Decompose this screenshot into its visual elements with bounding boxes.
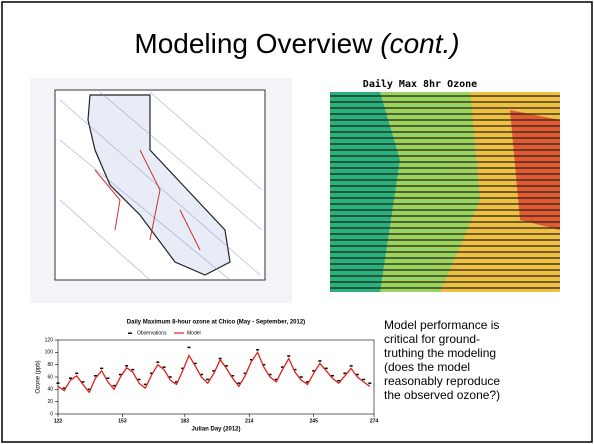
slide-canvas: Modeling Overview (cont.) Daily Max 8hr … (0, 0, 594, 444)
body-line: reasonably reproduce (384, 374, 500, 388)
observation-marker (138, 379, 141, 381)
x-tick-label: 245 (310, 418, 319, 424)
y-axis-label: Ozone (ppb) (36, 360, 42, 393)
x-tick-label: 214 (245, 418, 254, 424)
body-line: (does the model (384, 360, 470, 374)
observation-marker (350, 365, 353, 367)
observation-marker (206, 379, 209, 381)
x-tick-label: 153 (118, 418, 127, 424)
observation-marker (163, 366, 166, 368)
observation-marker (156, 361, 159, 363)
observation-marker (125, 365, 128, 367)
observation-marker (368, 382, 371, 384)
ozone-map-caption: Daily Max 8hr Ozone (363, 78, 477, 90)
observation-marker (318, 360, 321, 362)
ozone-map: Daily Max 8hr Ozone (330, 78, 560, 292)
x-tick-label: 274 (370, 418, 379, 424)
y-tick-label: 20 (47, 399, 53, 405)
x-tick-label: 183 (181, 418, 190, 424)
chart-title: Daily Maximum 8-hour ozone at Chico (May… (127, 320, 305, 326)
observation-marker (287, 355, 290, 357)
x-tick-label: 122 (54, 418, 63, 424)
y-tick-label: 120 (45, 337, 54, 343)
title-main: Modeling Overview (134, 28, 373, 59)
slide: Modeling Overview (cont.) Daily Max 8hr … (0, 0, 594, 444)
legend-swatch (128, 333, 132, 335)
body-line: critical for ground- (384, 332, 480, 346)
observation-marker (300, 376, 303, 378)
body-line: the observed ozone?) (384, 388, 500, 402)
observation-marker (100, 368, 103, 370)
legend-label: Model (187, 330, 201, 336)
legend-label: Observations (137, 330, 167, 336)
x-axis-label: Julian Day (2012) (191, 427, 240, 433)
observation-marker (57, 382, 60, 384)
y-tick-label: 0 (50, 411, 53, 417)
body-line: Model performance is (384, 318, 499, 332)
body-line: truthing the modeling (384, 346, 496, 360)
observation-marker (187, 347, 190, 349)
y-tick-label: 100 (45, 350, 54, 356)
slide-title: Modeling Overview (cont.) (134, 28, 459, 59)
observation-marker (75, 373, 78, 375)
wind-map (30, 78, 292, 303)
observation-marker (362, 379, 365, 381)
y-tick-label: 60 (47, 374, 53, 380)
y-tick-label: 40 (47, 387, 53, 393)
observation-marker (131, 369, 134, 371)
y-tick-label: 80 (47, 362, 53, 368)
observation-marker (256, 349, 259, 351)
title-italic: (cont.) (380, 28, 459, 59)
